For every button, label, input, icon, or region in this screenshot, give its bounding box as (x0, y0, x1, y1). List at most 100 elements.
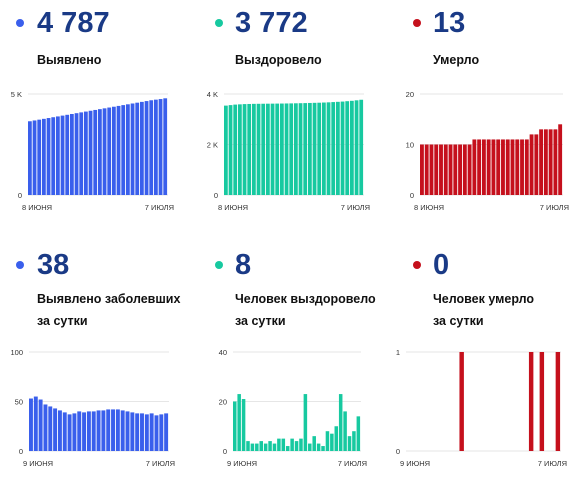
bar (135, 102, 140, 195)
panel-label-line-1: Выявлено заболевших (37, 292, 181, 306)
bar (140, 413, 144, 451)
bar (237, 394, 241, 451)
bar (294, 103, 298, 195)
indicator-dot (413, 261, 421, 269)
bar (356, 416, 361, 451)
bar (102, 108, 107, 195)
died-total-panel: 13 Умерло 0 10 20 8 ИЮНЯ 7 ИЮЛЯ (395, 0, 585, 240)
bar (322, 102, 326, 195)
bar (125, 411, 130, 451)
headline-value: 13 (433, 7, 466, 39)
bar (289, 103, 294, 195)
y-tick-label: 10 (406, 141, 414, 150)
bar (32, 120, 37, 195)
bar (70, 113, 74, 195)
bar (79, 112, 84, 195)
bar (67, 414, 72, 451)
bar (268, 441, 272, 451)
bar (158, 99, 163, 195)
bar (53, 408, 58, 451)
x-end-label: 7 ИЮЛЯ (540, 203, 569, 212)
detected-total-panel: 4 787 Выявлено 0 5 K 8 ИЮНЯ 7 ИЮЛЯ (0, 0, 190, 240)
detected-daily-panel: 38 Выявлено заболевших за сутки 0 50 100 9 ИЮН… (0, 245, 190, 485)
recovered-total-panel: 3 772 Выздоровело 0 2 K 4 K 8 ИЮНЯ 7 ИЮЛЯ (197, 0, 387, 240)
panel-label-line-2: за сутки (433, 314, 484, 328)
bar (112, 106, 116, 195)
bar (280, 103, 284, 195)
bar (330, 433, 334, 451)
panel-label-line-1: Умерло (433, 53, 480, 67)
x-start-label: 8 ИЮНЯ (22, 203, 52, 212)
bar (491, 139, 496, 195)
bar (340, 101, 345, 195)
bar (144, 414, 149, 451)
bar (347, 436, 352, 451)
x-end-label: 7 ИЮЛЯ (341, 203, 370, 212)
bar (56, 116, 60, 195)
bar (486, 139, 491, 195)
bar (359, 99, 364, 195)
bar (303, 394, 308, 451)
headline-value: 0 (433, 249, 450, 281)
bar (290, 438, 294, 451)
bar (308, 443, 312, 451)
headline-value: 8 (235, 249, 252, 281)
bar (116, 105, 121, 195)
bar (529, 134, 534, 195)
bar (312, 102, 317, 195)
y-tick-label: 1 (396, 348, 400, 357)
bar (149, 413, 154, 451)
bar (28, 121, 32, 195)
x-start-label: 8 ИЮНЯ (218, 203, 248, 212)
bar (534, 134, 539, 195)
bar (462, 144, 467, 195)
bar (477, 139, 482, 195)
bar (72, 413, 77, 451)
bar (354, 100, 359, 195)
bar (106, 409, 111, 451)
y-tick-label: 100 (10, 348, 23, 357)
bar (343, 411, 347, 451)
bar (275, 103, 280, 195)
bar (233, 104, 238, 195)
bar (303, 103, 308, 195)
panel-label-line-1: Выздоровело (235, 53, 322, 67)
y-tick-label: 0 (214, 191, 218, 200)
bar (448, 144, 453, 195)
bar (149, 100, 154, 195)
panel-label-line-1: Человек умерло (433, 292, 535, 306)
bar (29, 398, 33, 451)
bar (429, 144, 434, 195)
bar (96, 410, 101, 451)
bar (467, 144, 472, 195)
indicator-dot (215, 261, 223, 269)
bar (345, 101, 350, 195)
x-start-label: 9 ИЮНЯ (227, 459, 257, 468)
bar (439, 144, 443, 195)
bar (520, 139, 524, 195)
indicator-dot (16, 261, 24, 269)
y-tick-label: 4 K (207, 90, 218, 99)
bar (86, 411, 91, 451)
bar (505, 139, 510, 195)
bar (501, 139, 505, 195)
bar (159, 414, 164, 451)
bar (121, 105, 126, 195)
bar (458, 144, 462, 195)
bar (263, 443, 268, 451)
bar (459, 352, 464, 451)
bar (38, 399, 43, 451)
y-tick-label: 5 K (11, 90, 22, 99)
bar (270, 103, 275, 195)
bar (317, 102, 322, 195)
bar (135, 413, 140, 451)
bar (163, 98, 168, 195)
bar (107, 107, 112, 195)
bar (46, 118, 51, 195)
bar (453, 144, 458, 195)
panel-label-line-2: за сутки (37, 314, 88, 328)
bar (115, 409, 120, 451)
headline-value: 4 787 (37, 7, 110, 39)
x-end-label: 7 ИЮЛЯ (145, 203, 174, 212)
bar (325, 431, 330, 451)
